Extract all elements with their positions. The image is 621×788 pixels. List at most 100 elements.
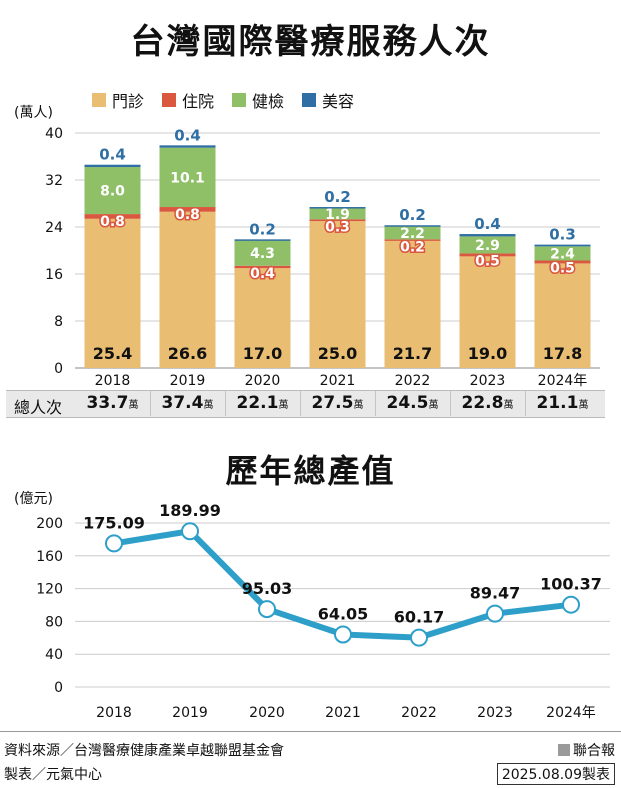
legend-label: 健檢	[252, 92, 285, 111]
bar-segment	[384, 239, 441, 241]
total-value: 33.7萬	[73, 393, 153, 413]
y-tick-label: 160	[36, 549, 63, 565]
bar-segment	[534, 260, 591, 264]
line-y-unit: (億元)	[14, 491, 53, 507]
x-tick-label: 2021	[325, 705, 361, 721]
y-tick-label: 80	[45, 614, 63, 630]
data-label: 0.5	[475, 253, 500, 269]
bar-segment	[384, 225, 441, 227]
x-tick-label: 2020	[249, 705, 285, 721]
bar-segment	[309, 219, 366, 222]
legend-swatch	[232, 93, 247, 107]
x-tick-label: 2018	[96, 705, 132, 721]
total-unit: 萬	[428, 400, 439, 411]
data-label: 0.3	[549, 226, 576, 244]
x-tick-label: 2018	[95, 373, 131, 389]
total-value: 27.5萬	[298, 393, 378, 413]
bar-segment	[234, 265, 291, 269]
data-label: 0.4	[250, 266, 275, 282]
brand: 聯合報	[558, 740, 615, 760]
data-point	[181, 522, 199, 541]
brand-square-icon	[558, 744, 570, 756]
data-label: 175.09	[83, 513, 145, 532]
data-label: 1.9	[325, 207, 350, 223]
y-tick-label: 0	[54, 680, 63, 696]
data-label: 17.8	[543, 344, 582, 363]
total-number: 33.7	[86, 393, 129, 413]
date-box: 2025.08.09製表	[496, 763, 615, 785]
data-label: 19.0	[468, 344, 507, 363]
total-unit: 萬	[353, 400, 364, 411]
data-label: 0.2	[249, 220, 276, 238]
bar-segment	[84, 164, 141, 168]
totals-separator	[300, 391, 301, 416]
bar-segment	[159, 207, 216, 212]
totals-separator	[525, 391, 526, 416]
data-label: 21.7	[393, 344, 432, 363]
bar-segment	[534, 246, 591, 261]
bar-segment	[309, 208, 366, 220]
data-label: 95.03	[242, 579, 293, 598]
total-number: 27.5	[311, 393, 354, 413]
y-tick-label: 200	[36, 516, 63, 532]
bar-segment	[309, 207, 366, 209]
bar-segment	[159, 147, 216, 208]
total-number: 24.5	[386, 393, 429, 413]
total-number: 22.8	[461, 393, 504, 413]
bar-segment	[84, 218, 141, 368]
total-unit: 萬	[128, 400, 139, 411]
bar-segment	[459, 253, 516, 257]
x-tick-label: 2020	[245, 373, 281, 389]
data-label: 0.2	[399, 206, 426, 224]
legend-swatch	[162, 93, 177, 107]
y-tick-label: 32	[45, 173, 63, 189]
bar-segment	[234, 239, 291, 241]
data-point	[486, 604, 504, 623]
data-label: 0.4	[174, 126, 201, 144]
data-point	[105, 534, 123, 553]
legend-item-outpatient: 門診	[92, 88, 144, 112]
bar-segment	[534, 244, 591, 247]
data-label: 2.2	[400, 226, 425, 242]
legend-label: 住院	[182, 92, 215, 111]
bar-segment	[384, 226, 441, 240]
chart-title: 台灣國際醫療服務人次	[130, 22, 491, 62]
x-tick-label: 2022	[401, 705, 437, 721]
totals-separator	[450, 391, 451, 416]
data-point	[258, 600, 276, 619]
data-label: 0.8	[175, 207, 200, 223]
legend-item-cosmetic: 美容	[302, 88, 354, 112]
x-tick-label: 2023	[470, 373, 506, 389]
data-label: 4.3	[250, 246, 275, 262]
total-value: 22.8萬	[448, 393, 528, 413]
legend: 門診 住院 健檢 美容	[92, 88, 354, 112]
maker-text: 製表／元氣中心	[4, 767, 102, 783]
data-label: 0.8	[100, 214, 125, 230]
data-label: 0.4	[99, 146, 126, 164]
bar-segment	[84, 214, 141, 219]
total-value: 22.1萬	[223, 393, 303, 413]
total-unit: 萬	[278, 400, 289, 411]
y-tick-label: 8	[54, 314, 63, 330]
legend-item-checkup: 健檢	[232, 88, 284, 112]
data-label: 17.0	[243, 344, 282, 363]
data-label: 89.47	[470, 584, 521, 603]
bar-segment	[309, 221, 366, 368]
y-tick-label: 40	[45, 126, 63, 142]
source-text: 資料來源／台灣醫療健康產業卓越聯盟基金會	[4, 743, 284, 759]
data-label: 60.17	[394, 608, 445, 627]
x-tick-label: 2023	[477, 705, 513, 721]
y-tick-label: 120	[36, 582, 63, 598]
x-tick-label: 2024年	[546, 705, 596, 721]
data-label: 25.4	[93, 344, 132, 363]
y-tick-label: 16	[45, 267, 63, 283]
x-tick-label: 2019	[172, 705, 208, 721]
bar-segment	[159, 211, 216, 368]
data-label: 0.2	[324, 188, 351, 206]
data-label: 26.6	[168, 344, 207, 363]
bar-segment	[159, 145, 216, 148]
data-label: 100.37	[540, 575, 602, 594]
total-number: 37.4	[161, 393, 204, 413]
footer-divider	[0, 731, 621, 732]
total-number: 22.1	[236, 393, 279, 413]
